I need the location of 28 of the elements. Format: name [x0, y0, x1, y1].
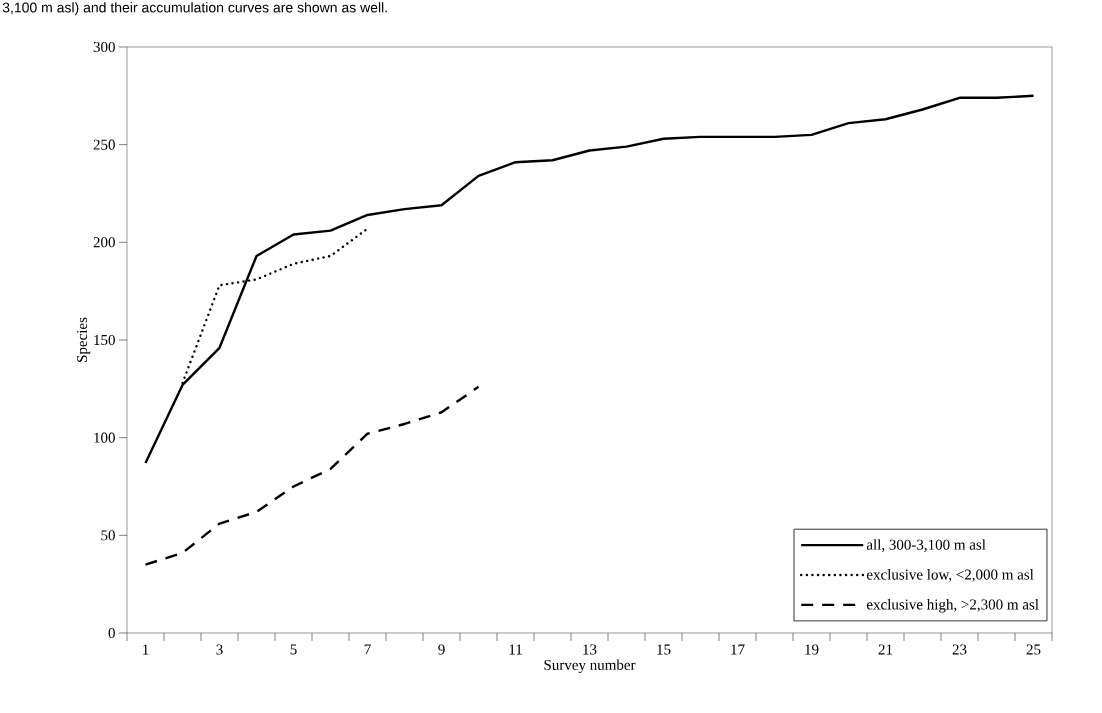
legend-label: all, 300-3,100 m asl	[866, 539, 986, 552]
y-tick-label: 150	[94, 334, 115, 346]
y-tick-label: 300	[93, 41, 115, 53]
x-tick-label: 13	[583, 644, 597, 655]
x-tick-label: 11	[509, 644, 522, 655]
y-tick-label: 200	[93, 237, 115, 248]
text: 3,100 m asl) and their accumulation curves are shown as well.	[2, 2, 387, 16]
x-tick-label: 17	[731, 644, 745, 655]
x-tick-label: 25	[1026, 644, 1041, 655]
x-tick-label: 1	[143, 644, 149, 655]
y-tick-label: 250	[93, 139, 115, 150]
legend-label: exclusive low, <2,000 m asl	[866, 569, 1034, 582]
x-tick-label: 5	[290, 644, 297, 655]
x-tick-label: 15	[657, 644, 671, 655]
x-tick-label: 9	[438, 644, 445, 655]
y-tick-label: 0	[108, 627, 115, 639]
x-tick-label: 3	[216, 644, 223, 655]
y-axis-title: Species	[77, 317, 91, 362]
line-series	[144, 385, 480, 566]
y-tick-label: 50	[101, 530, 115, 541]
x-tick-label: 7	[364, 644, 371, 655]
legend-label: exclusive high, >2,300 m asl	[866, 598, 1039, 613]
x-tick-label: 19	[805, 644, 819, 655]
x-tick-label: 23	[952, 644, 967, 655]
y-tick-label: 100	[94, 432, 115, 443]
x-axis-title: Survey number	[544, 659, 636, 674]
x-tick-label: 21	[878, 644, 893, 655]
line-series	[181, 227, 369, 385]
